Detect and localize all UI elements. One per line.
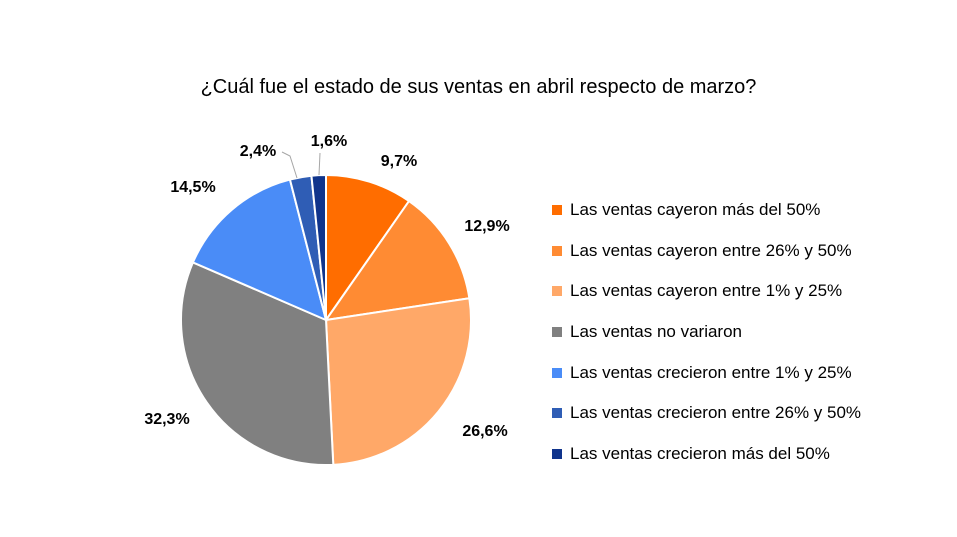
legend-label: Las ventas crecieron entre 1% y 25% bbox=[570, 362, 852, 382]
legend-item: Las ventas no variaron bbox=[552, 312, 952, 353]
pie-slice bbox=[310, 173, 327, 321]
legend-item: Las ventas crecieron entre 1% y 25% bbox=[552, 352, 952, 393]
legend-swatch bbox=[552, 367, 562, 378]
legend-swatch bbox=[552, 245, 562, 256]
data-label: 1,6% bbox=[311, 133, 347, 150]
legend-label: Las ventas crecieron entre 26% y 50% bbox=[570, 403, 862, 423]
legend-label: Las ventas cayeron entre 26% y 50% bbox=[570, 240, 852, 260]
leader-line bbox=[318, 152, 321, 176]
legend-item: Las ventas crecieron entre 26% y 50% bbox=[552, 393, 952, 434]
legend-item: Las ventas cayeron entre 1% y 25% bbox=[552, 271, 952, 312]
data-label: 14,5% bbox=[170, 179, 215, 196]
legend-item: Las ventas cayeron entre 26% y 50% bbox=[552, 231, 952, 272]
pie-slice bbox=[324, 297, 472, 466]
data-label: 2,4% bbox=[240, 143, 276, 160]
chart-title: ¿Cuál fue el estado de sus ventas en abr… bbox=[200, 76, 757, 98]
legend-swatch bbox=[552, 205, 562, 216]
legend: Las ventas cayeron más del 50% Las ventas… bbox=[552, 190, 952, 474]
legend-item: Las ventas cayeron más del 50% bbox=[552, 190, 952, 231]
legend-label: Las ventas crecieron más del 50% bbox=[570, 443, 830, 463]
legend-swatch bbox=[552, 286, 562, 297]
legend-label: Las ventas cayeron más del 50% bbox=[570, 200, 821, 220]
data-label: 9,7% bbox=[381, 153, 417, 170]
legend-swatch bbox=[552, 448, 562, 459]
leader-line bbox=[281, 151, 298, 179]
legend-label: Las ventas no variaron bbox=[570, 322, 742, 342]
data-label: 32,3% bbox=[144, 411, 189, 428]
data-label: 26,6% bbox=[462, 423, 507, 440]
legend-swatch bbox=[552, 327, 562, 338]
data-label: 12,9% bbox=[464, 218, 509, 235]
pie-slice bbox=[323, 199, 471, 322]
legend-swatch bbox=[552, 408, 562, 419]
pie-slice bbox=[191, 178, 328, 322]
pie-slice bbox=[325, 173, 411, 324]
pie-slice bbox=[180, 261, 335, 466]
legend-label: Las ventas cayeron entre 1% y 25% bbox=[570, 281, 843, 301]
legend-item: Las ventas crecieron más del 50% bbox=[552, 434, 952, 475]
